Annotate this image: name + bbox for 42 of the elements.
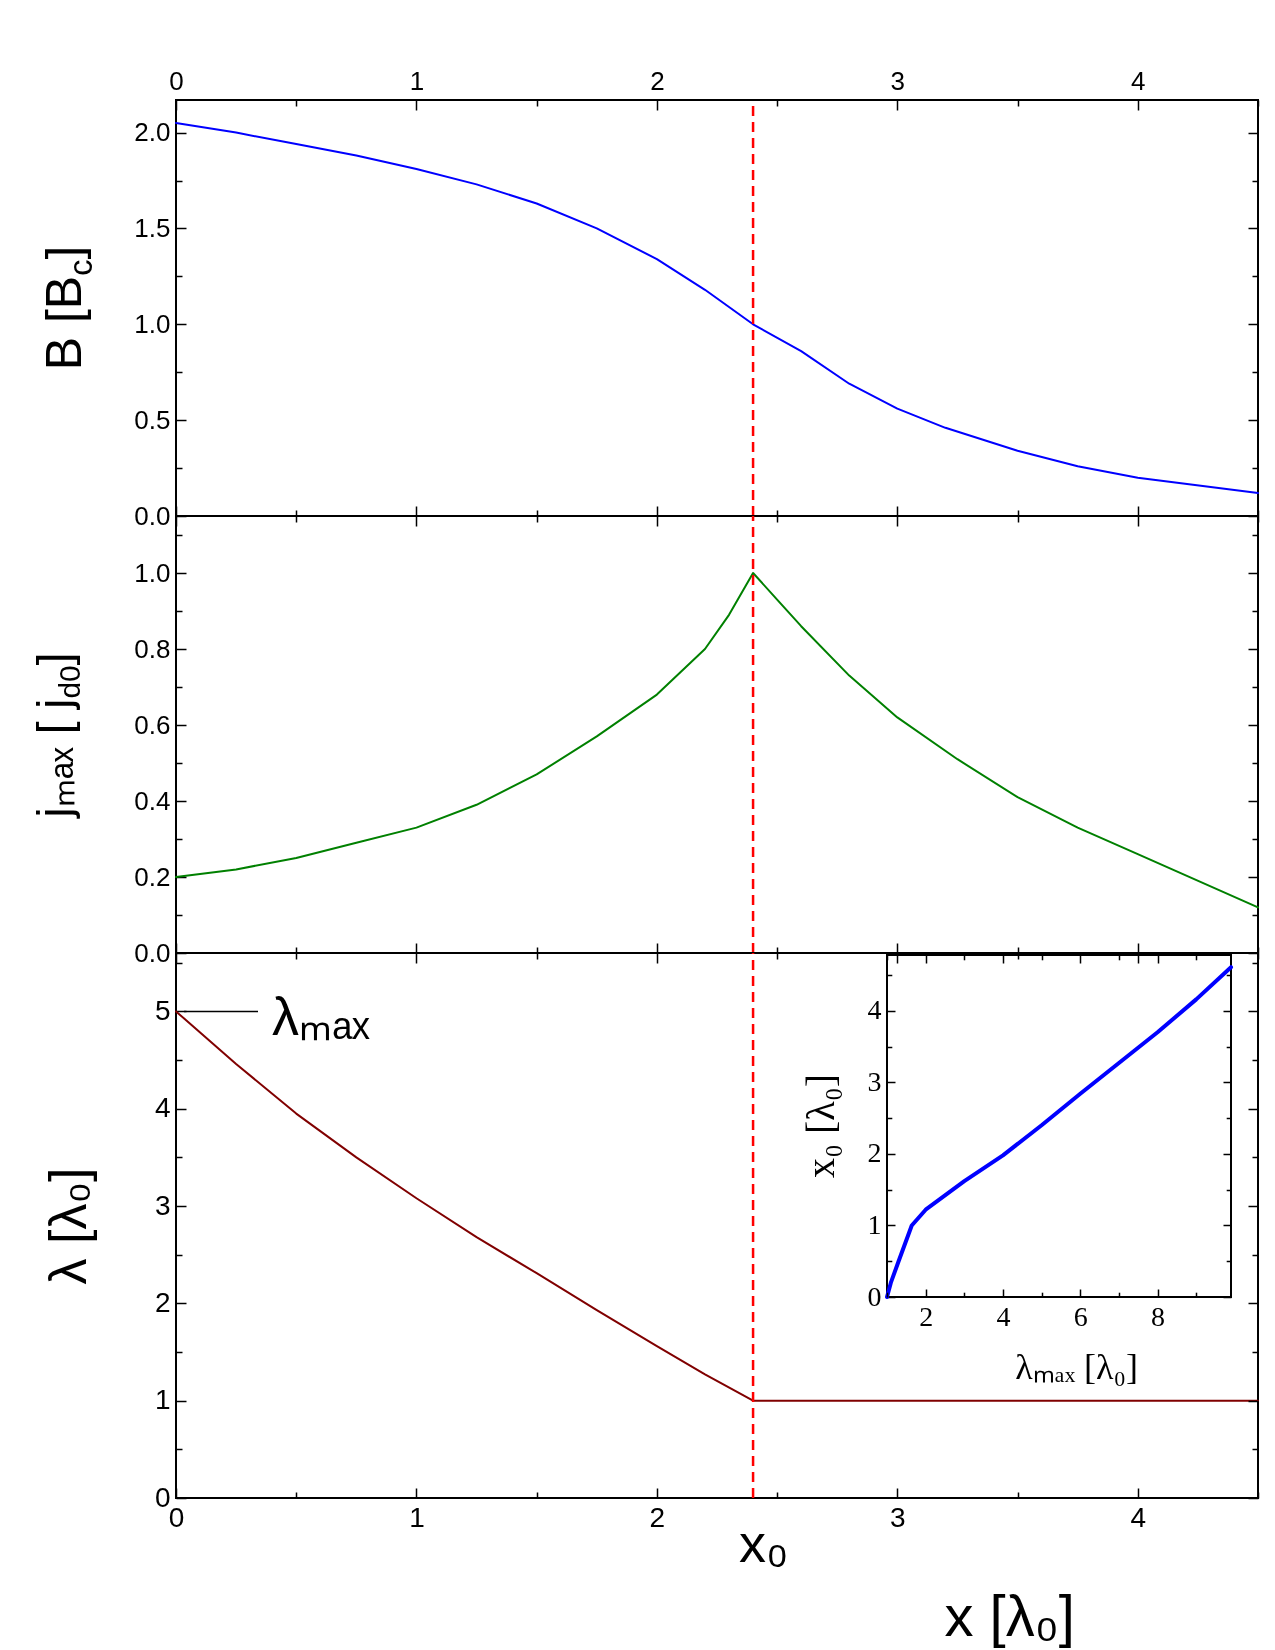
- x-tick-label: 2: [649, 1501, 666, 1533]
- y-tick-label: 0.0: [134, 500, 171, 531]
- annotation: λₘₐₓ: [272, 986, 371, 1047]
- x2-tick-label: 4: [1131, 65, 1146, 96]
- x2-tick-label: 1: [409, 65, 425, 96]
- y-tick-label: 1.5: [134, 212, 171, 243]
- x-tick-label: 6: [1073, 1300, 1088, 1332]
- ref-line-label: x₀: [739, 1513, 789, 1573]
- y-tick-label: 0.6: [134, 709, 171, 740]
- x-tick-label: 1: [409, 1501, 425, 1533]
- x-tick-label: 3: [890, 1501, 906, 1533]
- x-tick-label: 4: [996, 1300, 1011, 1332]
- y-tick-label: 0: [867, 1280, 882, 1312]
- x-tick-label: 4: [1130, 1501, 1147, 1533]
- line-series: [175, 572, 1259, 909]
- x-axis-title: λₘₐₓ [λ₀]: [1015, 1346, 1139, 1387]
- y-axis-title: x₀ [λ₀]: [798, 1074, 843, 1178]
- y-tick-label: 0.4: [134, 785, 171, 816]
- y-tick-label: 3: [154, 1189, 171, 1221]
- y-tick-label: 2.0: [134, 117, 171, 148]
- y-axis-title: λ [λ₀]: [39, 1167, 97, 1284]
- x-tick-label: 2: [919, 1300, 934, 1332]
- y-tick-label: 3: [867, 1065, 882, 1097]
- y-tick-label: 4: [154, 1092, 171, 1124]
- x2-tick-label: 2: [650, 65, 665, 96]
- y-tick-label: 1.0: [134, 308, 171, 339]
- y-tick-label: 0: [154, 1481, 171, 1513]
- y-tick-label: 0.2: [134, 861, 171, 892]
- y-tick-label: 4: [867, 994, 882, 1026]
- x-axis-title: x [λ₀]: [944, 1582, 1075, 1648]
- y-tick-label: 1: [867, 1208, 882, 1240]
- y-tick-label: 0.8: [134, 633, 171, 664]
- y-tick-label: 0.0: [134, 937, 171, 968]
- y-tick-label: 0.5: [134, 404, 171, 435]
- y-tick-label: 5: [154, 994, 171, 1026]
- y-tick-label: 2: [867, 1137, 882, 1169]
- x2-tick-label: 3: [890, 65, 906, 96]
- line-series: [885, 965, 1233, 1299]
- x-tick-label: 8: [1151, 1300, 1166, 1332]
- y-tick-label: 1: [154, 1384, 171, 1416]
- y-tick-label: 1.0: [134, 557, 171, 588]
- line-series: [175, 122, 1259, 494]
